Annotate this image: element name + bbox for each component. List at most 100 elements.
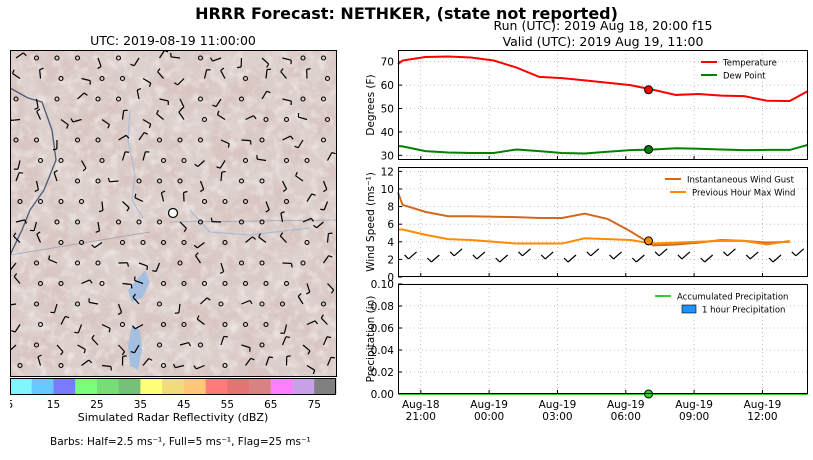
- map-wind-barb: [237, 57, 243, 69]
- wind-barb: [791, 248, 805, 257]
- y-tick-label: 0.04: [371, 345, 395, 357]
- series-line-temperature: [397, 55, 809, 103]
- map-wind-barb: [216, 160, 226, 169]
- colorbar-swatch: [314, 378, 337, 394]
- wind-barb: [723, 248, 736, 257]
- map-wind-barb: [256, 155, 267, 162]
- map-wind-barb: [241, 344, 251, 352]
- series-line-instantaneous-wind-gust: [397, 192, 790, 247]
- map-wind-barb: [95, 221, 101, 233]
- calm-wind-marker: [238, 219, 245, 225]
- calm-wind-marker: [156, 219, 163, 225]
- colorbar-swatch: [96, 378, 119, 394]
- calm-wind-marker: [115, 96, 122, 102]
- map-wind-barb: [306, 364, 316, 375]
- calm-wind-marker: [300, 55, 306, 61]
- x-tick-label: Aug-19: [539, 399, 577, 411]
- calm-wind-marker: [58, 280, 64, 287]
- map-wind-barb: [306, 283, 311, 295]
- colorbar-tick-label: 75: [308, 399, 321, 410]
- y-axis-label: Wind Speed (ms⁻¹): [365, 172, 377, 272]
- map-wind-barb: [98, 201, 104, 213]
- y-tick-label: 8: [387, 202, 394, 214]
- map-wind-barb: [194, 160, 205, 168]
- y-tick-label: 70: [381, 57, 394, 69]
- colorbar-tick-label: 25: [90, 399, 103, 410]
- map-wind-barb: [159, 98, 169, 105]
- map-wind-barb: [174, 303, 181, 314]
- map-wind-barb: [34, 180, 40, 192]
- map-wind-barb: [194, 252, 201, 264]
- y-axis-label: Degrees (F): [365, 74, 377, 135]
- x-tick-label: Aug-19: [744, 399, 782, 411]
- map-wind-barb: [261, 57, 270, 68]
- calm-wind-marker: [136, 178, 142, 184]
- map-wind-barb: [320, 201, 329, 211]
- calm-wind-marker: [74, 301, 81, 307]
- map-wind-barb: [209, 57, 222, 62]
- calm-wind-marker: [58, 362, 64, 369]
- map-wind-barb: [200, 297, 211, 305]
- map-wind-barb: [77, 344, 86, 354]
- map-wind-barb: [282, 98, 292, 106]
- calm-wind-marker: [95, 260, 101, 266]
- map-wind-barb: [302, 217, 315, 223]
- map-wind-barb: [265, 356, 273, 366]
- calm-wind-marker: [263, 116, 269, 123]
- wind-barb: [745, 251, 759, 260]
- series-line-dew-point: [397, 143, 809, 155]
- map-wind-barb: [326, 152, 336, 161]
- calm-wind-marker: [238, 96, 245, 102]
- calm-wind-marker: [242, 280, 249, 287]
- y-tick-label: 0.00: [371, 389, 394, 401]
- map-wind-barb: [48, 255, 58, 264]
- valid-time-label: Valid (UTC): 2019 Aug 19, 11:00: [502, 34, 704, 49]
- y-tick-label: 6: [387, 219, 394, 231]
- map-wind-barb: [193, 242, 205, 249]
- map-wind-barb: [322, 336, 332, 346]
- calm-wind-marker: [58, 75, 64, 82]
- map-wind-barb: [282, 57, 292, 65]
- calm-wind-marker: [54, 55, 60, 61]
- calm-wind-marker: [177, 178, 183, 184]
- calm-wind-marker: [136, 219, 142, 225]
- y-tick-label: 12: [381, 166, 394, 178]
- map-wind-barb: [50, 303, 58, 314]
- map-wind-barb: [132, 293, 140, 305]
- calm-wind-marker: [115, 219, 122, 225]
- calm-wind-marker: [37, 280, 44, 287]
- map-wind-barb: [320, 314, 328, 325]
- x-tick-label: Aug-19: [675, 399, 713, 411]
- map-wind-barb: [241, 139, 252, 145]
- calm-wind-marker: [222, 362, 228, 369]
- calm-wind-marker: [156, 137, 163, 143]
- calm-wind-marker: [33, 301, 40, 307]
- map-wind-barb: [13, 273, 21, 284]
- map-wind-barb: [15, 171, 24, 182]
- wind-barb: [609, 251, 622, 260]
- map-wind-barb: [88, 298, 99, 305]
- map-wind-barb: [265, 68, 272, 79]
- map-wind-barb: [121, 355, 127, 366]
- map-wind-barb: [220, 335, 228, 346]
- wind-barb: [518, 248, 531, 257]
- map-wind-barb: [81, 279, 93, 285]
- calm-wind-marker: [160, 239, 167, 246]
- x-tick-label: Aug-19: [607, 399, 645, 411]
- calm-wind-marker: [197, 137, 204, 143]
- calm-wind-marker: [33, 342, 40, 348]
- map-wind-barb: [53, 169, 58, 182]
- main-title: HRRR Forecast: NETHKER, (state not repor…: [195, 4, 618, 23]
- map-wind-barb: [326, 232, 333, 243]
- map-wind-barb: [80, 160, 87, 172]
- current-value-marker: [644, 85, 654, 95]
- y-tick-label: 30: [381, 150, 394, 162]
- map-wind-barb: [130, 344, 140, 354]
- calm-wind-marker: [119, 321, 126, 328]
- map-wind-barb: [220, 67, 226, 79]
- calm-wind-marker: [242, 198, 249, 205]
- map-wind-barb: [13, 160, 21, 170]
- calm-wind-marker: [13, 137, 19, 143]
- map-wind-barb: [15, 52, 27, 59]
- map-wind-barb: [258, 233, 267, 243]
